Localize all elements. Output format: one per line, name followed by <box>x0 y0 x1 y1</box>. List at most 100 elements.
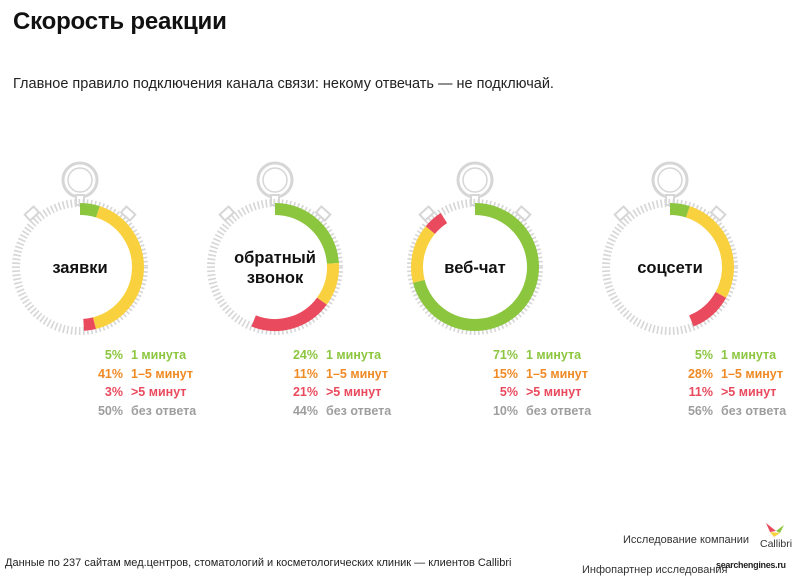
bird-icon <box>766 523 784 537</box>
legend-row: 3% >5 минут <box>67 383 207 402</box>
legend-label: 1 минута <box>326 348 382 362</box>
legend-2: 71% 1 минута 15% 1–5 минут 5% >5 минут 10% без … <box>462 346 602 420</box>
segment-one-minute <box>274 203 339 264</box>
callibri-logo[interactable]: Callibri <box>752 521 798 553</box>
legend-row: 28% 1–5 минут <box>657 365 797 384</box>
stopwatch-side-button <box>613 205 631 222</box>
credit-partner: Инфопартнер исследования <box>582 564 728 576</box>
stopwatch-side-button <box>314 205 332 222</box>
stopwatch-ring-inner <box>67 167 93 193</box>
legend-label: без ответа <box>326 403 392 418</box>
stopwatch-face <box>223 215 327 319</box>
stopwatch-face <box>618 215 722 319</box>
legend-label: 1 минута <box>721 348 777 362</box>
stopwatch-side-button <box>514 205 532 222</box>
segment-one-to-five <box>92 206 144 329</box>
legend-value: 5% <box>499 385 518 399</box>
callibri-logo-text: Callibri <box>760 538 793 550</box>
legend-value: 11% <box>293 366 318 381</box>
segment-over-five <box>251 297 327 331</box>
legend-value: 15% <box>492 366 518 381</box>
legend-0: 5% 1 минута 41% 1–5 минут 3% >5 минут 50% без о… <box>67 346 207 420</box>
segment-one-to-five <box>685 206 734 298</box>
stopwatch-ring-inner <box>462 167 488 193</box>
legend-label: 1–5 минут <box>326 366 389 381</box>
legend-value: 50% <box>97 403 123 418</box>
stopwatch-face <box>28 215 132 319</box>
legend-row: 5% 1 минута <box>67 346 207 365</box>
stopwatch-ring-inner <box>262 167 288 193</box>
legend-row: 21% >5 минут <box>262 383 402 402</box>
legend-row: 41% 1–5 минут <box>67 365 207 384</box>
legend-label: без ответа <box>526 403 592 418</box>
stopwatch-ring-inner <box>657 167 683 193</box>
legend-row: 5% 1 минута <box>657 346 797 365</box>
segment-one-to-five <box>316 262 339 305</box>
legend-row: 15% 1–5 минут <box>462 365 602 384</box>
segment-over-five <box>83 317 96 331</box>
segment-one-to-five <box>411 226 436 283</box>
legend-1: 24% 1 минута 11% 1–5 минут 21% >5 минут 44% без… <box>262 346 402 420</box>
stopwatch-1: обратный звонок <box>207 161 343 335</box>
legend-row: 24% 1 минута <box>262 346 402 365</box>
channel-label: звонок <box>247 269 304 287</box>
segment-one-minute <box>669 203 690 218</box>
legend-label: без ответа <box>721 403 787 418</box>
page-title: Скорость реакции <box>13 8 227 35</box>
channel-label: соцсети <box>637 259 703 277</box>
legend-row: 44% без ответа <box>262 402 402 421</box>
legend-row: 11% >5 минут <box>657 383 797 402</box>
legend-value: 56% <box>687 403 713 418</box>
channel-label: веб-чат <box>444 259 505 277</box>
legend-value: 21% <box>292 385 318 399</box>
legend-value: 11% <box>688 385 713 399</box>
legend-value: 24% <box>292 348 318 362</box>
legend-label: >5 минут <box>526 385 582 399</box>
stopwatch-side-button <box>218 205 236 222</box>
segment-one-minute <box>413 203 539 331</box>
legend-row: 56% без ответа <box>657 402 797 421</box>
legend-label: 1 минута <box>526 348 582 362</box>
legend-value: 44% <box>292 403 318 418</box>
legend-value: 5% <box>104 348 123 362</box>
legend-label: 1–5 минут <box>131 366 194 381</box>
legend-label: 1 минута <box>131 348 187 362</box>
legend-row: 50% без ответа <box>67 402 207 421</box>
legend-row: 11% 1–5 минут <box>262 365 402 384</box>
legend-value: 5% <box>694 348 713 362</box>
segment-over-five <box>425 212 448 235</box>
stopwatch-3: соцсети <box>602 161 738 335</box>
page-subtitle: Главное правило подключения канала связи… <box>13 76 554 92</box>
legend-value: 28% <box>687 366 713 381</box>
legend-label: 1–5 минут <box>526 366 589 381</box>
searchengines-logo-text: searchengines.ru <box>716 560 786 570</box>
legend-value: 41% <box>97 366 123 381</box>
source-note: Данные по 237 сайтам мед.центров, стомат… <box>5 557 512 569</box>
legend-row: 5% >5 минут <box>462 383 602 402</box>
stopwatch-side-button <box>23 205 41 222</box>
credit-company: Исследование компании <box>623 534 750 546</box>
legend-label: >5 минут <box>326 385 382 399</box>
stopwatch-side-button <box>119 205 137 222</box>
legend-3: 5% 1 минута 28% 1–5 минут 11% >5 минут 56% без … <box>657 346 797 420</box>
legend-row: 71% 1 минута <box>462 346 602 365</box>
segment-one-minute <box>79 203 100 218</box>
stopwatch-side-button <box>418 205 436 222</box>
segment-over-five <box>688 291 727 327</box>
legend-label: >5 минут <box>131 385 187 399</box>
legend-value: 71% <box>492 348 518 362</box>
legend-label: >5 минут <box>721 385 777 399</box>
searchengines-logo[interactable]: searchengines.ru <box>714 553 798 577</box>
stopwatch-2: веб-чат <box>407 161 543 335</box>
stopwatch-side-button <box>709 205 727 222</box>
channel-label: заявки <box>52 259 107 277</box>
channel-label: обратный <box>234 249 316 267</box>
legend-row: 10% без ответа <box>462 402 602 421</box>
legend-value: 10% <box>492 403 518 418</box>
legend-label: без ответа <box>131 403 197 418</box>
stopwatch-0: заявки <box>12 161 148 335</box>
legend-label: 1–5 минут <box>721 366 784 381</box>
legend-value: 3% <box>104 385 123 399</box>
stopwatch-face <box>423 215 527 319</box>
